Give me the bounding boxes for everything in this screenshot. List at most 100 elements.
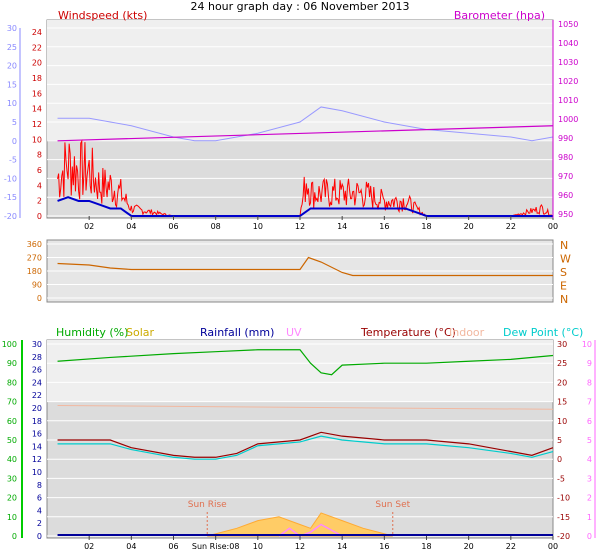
x-tick-label: 04 <box>126 542 136 551</box>
wind-tick-label: 0 <box>37 212 42 221</box>
x-tick-label: 16 <box>379 542 389 551</box>
temperature-tick-label: 10 <box>557 417 567 426</box>
inner-tick-label: 14 <box>32 442 42 451</box>
sun-rise-label: Sun Rise <box>188 500 227 510</box>
barometer-label: Barometer (hpa) <box>454 9 545 22</box>
legend-solar: Solar <box>126 326 155 339</box>
humidity-tick-label: 40 <box>7 455 17 464</box>
inner-tick-label: 26 <box>32 366 42 375</box>
uv-tick-label: 8 <box>587 378 592 387</box>
temperature-axis: 30 25 20 15 10 5 0 -5 -10 -15 -20 <box>557 340 570 541</box>
humidity-tick-label: 0 <box>12 532 17 541</box>
x-tick-label: 08 <box>211 222 221 231</box>
temp-panel-series <box>57 349 554 537</box>
humidity-tick-label: 100 <box>2 340 17 349</box>
solar-area <box>207 512 393 537</box>
wind-x-axis: 02 04 06 08 10 12 14 16 18 20 22 00 <box>84 216 558 231</box>
compass-label: N <box>560 293 568 306</box>
direction-axis: 360 270 180 90 0 <box>27 240 42 303</box>
inner-tick-label: 4 <box>37 506 42 515</box>
outer-left-tick-label: 25 <box>7 43 17 52</box>
wind-outer-axis: 30 25 20 15 10 5 0 -5 -10 -15 -20 <box>4 24 17 221</box>
uv-tick-label: 3 <box>587 474 592 483</box>
uv-tick-label: 2 <box>587 494 592 503</box>
direction-gridlines <box>47 243 553 299</box>
uv-tick-label: 6 <box>587 417 592 426</box>
x-tick-label: 12 <box>295 542 305 551</box>
inner-tick-label: 10 <box>32 468 42 477</box>
uv-tick-label: 5 <box>587 436 592 445</box>
temperature-tick-label: 15 <box>557 398 567 407</box>
temp-x-axis: 02 04 06 Sun Rise:08 10 12 14 16 18 20 22 00 <box>84 536 558 551</box>
outer-left-tick-label: -10 <box>4 174 17 183</box>
x-tick-label: 06 <box>168 222 178 231</box>
inner-tick-label: 24 <box>32 378 42 387</box>
compass-label: E <box>560 280 567 293</box>
temperature-tick-label: 30 <box>557 340 567 349</box>
wind-direction-line <box>57 256 553 277</box>
x-tick-label: 20 <box>464 542 474 551</box>
baro-tick-label: 1030 <box>558 58 578 67</box>
sun-markers: Sun Rise Sun Set <box>188 500 411 536</box>
temperature-tick-label: -15 <box>557 513 570 522</box>
uv-tick-label: 9 <box>587 359 592 368</box>
inner-tick-label: 16 <box>32 430 42 439</box>
wind-panel-shade <box>47 20 553 140</box>
compass-label: W <box>560 253 571 266</box>
temperature-tick-label: 5 <box>557 436 562 445</box>
x-tick-label: 02 <box>84 542 94 551</box>
compass-label: S <box>560 266 567 279</box>
uv-tick-label: 1 <box>587 513 592 522</box>
temperature-tick-label: 20 <box>557 378 567 387</box>
dewpoint-line <box>57 435 554 460</box>
x-tick-label: 02 <box>84 222 94 231</box>
wind-tick-label: 20 <box>32 59 42 68</box>
wind-tick-label: 12 <box>32 120 42 129</box>
inner-tick-label: 6 <box>37 494 42 503</box>
uv-tick-label: 4 <box>587 455 592 464</box>
x-tick-label: 14 <box>337 542 347 551</box>
outer-left-tick-label: 20 <box>7 62 17 71</box>
temperature-line <box>57 431 554 458</box>
x-tick-label: 16 <box>379 222 389 231</box>
baro-tick-label: 970 <box>558 172 573 181</box>
inner-tick-label: 28 <box>32 353 42 362</box>
x-tick-label: 12 <box>295 222 305 231</box>
outer-left-tick-label: 5 <box>12 118 17 127</box>
barometer-line <box>57 125 554 142</box>
x-tick-label: 10 <box>253 542 263 551</box>
direction-tick-label: 90 <box>32 281 42 290</box>
inner-tick-label: 20 <box>32 404 42 413</box>
wind-tick-label: 6 <box>37 166 42 175</box>
outer-left-tick-label: 0 <box>12 137 17 146</box>
inner-tick-label: 0 <box>37 532 42 541</box>
x-tick-label: 00 <box>548 222 558 231</box>
humidity-tick-label: 30 <box>7 474 17 483</box>
legend-temperature: Temperature (°C) <box>360 326 456 339</box>
wind-tick-label: 16 <box>32 89 42 98</box>
x-tick-label: 18 <box>421 222 431 231</box>
uv-tick-label: 10 <box>582 340 592 349</box>
temperature-tick-label: -5 <box>557 474 565 483</box>
inner-tick-label: 2 <box>37 519 42 528</box>
x-tick-label: 18 <box>421 542 431 551</box>
wind-tick-label: 22 <box>32 43 42 52</box>
wind-tick-label: 2 <box>37 197 42 206</box>
wind-tick-label: 18 <box>32 74 42 83</box>
x-tick-label: 06 <box>168 542 178 551</box>
inner-tick-label: 18 <box>32 417 42 426</box>
x-tick-label: 22 <box>506 222 516 231</box>
x-tick-label: 20 <box>464 222 474 231</box>
temp-gridlines <box>47 343 553 537</box>
page-title: 24 hour graph day : 06 November 2013 <box>190 0 409 13</box>
inner-tick-label: 30 <box>32 340 42 349</box>
wind-tick-label: 10 <box>32 135 42 144</box>
wind-tick-label: 8 <box>37 151 42 160</box>
direction-tick-label: 0 <box>37 294 42 303</box>
x-tick-label: 10 <box>253 222 263 231</box>
windspeed-label: Windspeed (kts) <box>58 9 147 22</box>
